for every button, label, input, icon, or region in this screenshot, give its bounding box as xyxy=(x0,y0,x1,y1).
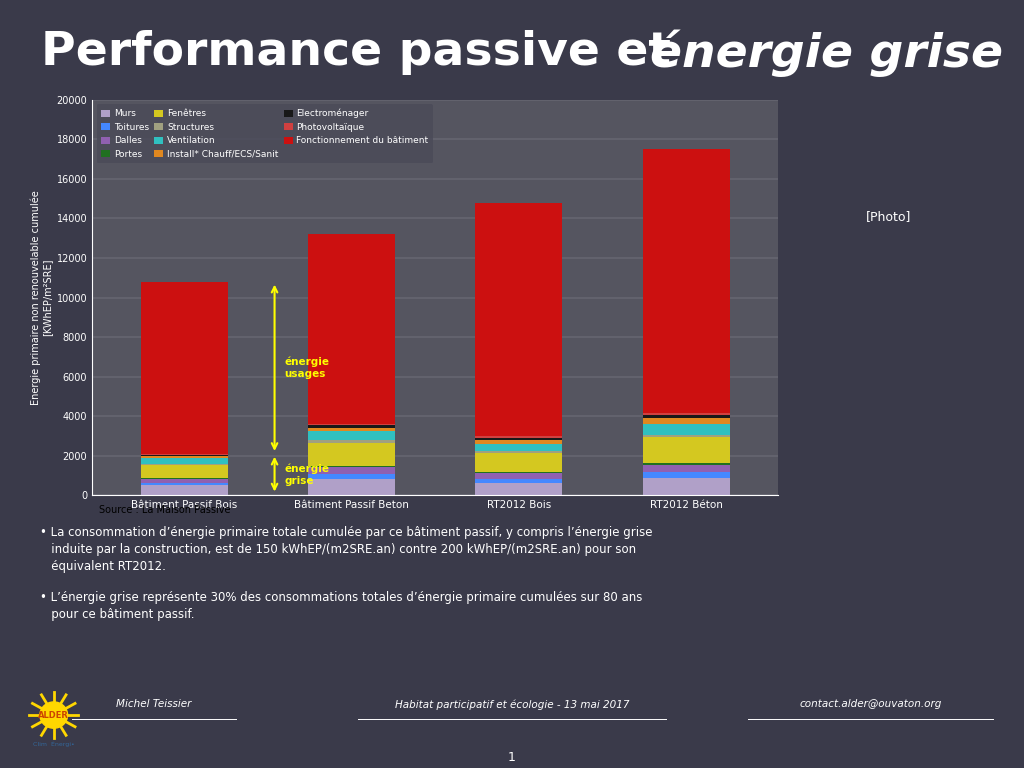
Bar xyxy=(308,474,395,478)
Bar xyxy=(475,440,562,444)
Bar xyxy=(140,456,227,458)
Circle shape xyxy=(40,702,68,728)
Bar xyxy=(643,463,730,465)
Bar xyxy=(140,482,227,485)
Text: Performance passive et: Performance passive et xyxy=(41,30,687,75)
Bar xyxy=(475,203,562,436)
Bar xyxy=(308,425,395,428)
Bar xyxy=(643,438,730,463)
Bar xyxy=(643,415,730,419)
Text: 1: 1 xyxy=(508,751,516,764)
Bar xyxy=(308,424,395,425)
Text: ALDER: ALDER xyxy=(38,710,70,720)
Bar xyxy=(643,435,730,438)
Bar xyxy=(140,465,227,478)
Bar xyxy=(643,472,730,478)
Text: contact.alder@ouvaton.org: contact.alder@ouvaton.org xyxy=(799,700,942,710)
Bar xyxy=(643,478,730,495)
Bar xyxy=(140,455,227,456)
Bar xyxy=(308,443,395,466)
Text: Source : La Maison Passive: Source : La Maison Passive xyxy=(99,505,230,515)
Bar xyxy=(140,479,227,482)
Bar xyxy=(308,431,395,440)
Bar xyxy=(475,452,562,453)
Text: • La consommation d’énergie primaire totale cumulée par ce bâtiment passif, y co: • La consommation d’énergie primaire tot… xyxy=(40,526,653,573)
Bar xyxy=(140,464,227,465)
Bar xyxy=(140,282,227,454)
Text: Clim  Énergi•: Clim Énergi• xyxy=(33,741,75,747)
Text: [Photo]: [Photo] xyxy=(865,210,911,223)
Bar xyxy=(308,478,395,495)
Bar xyxy=(643,424,730,435)
Bar xyxy=(475,472,562,473)
Legend: Murs, Toitures, Dalles, Portes, Fenêtres, Structures, Ventilation, Install* Chau: Murs, Toitures, Dalles, Portes, Fenêtres… xyxy=(96,104,433,164)
Bar xyxy=(308,428,395,431)
Bar xyxy=(475,436,562,438)
Bar xyxy=(140,458,227,464)
Bar xyxy=(140,485,227,495)
Bar xyxy=(475,478,562,482)
Text: énergie
usages: énergie usages xyxy=(285,357,330,379)
Bar xyxy=(643,419,730,424)
Bar xyxy=(643,413,730,415)
Text: Michel Teissier: Michel Teissier xyxy=(116,700,191,710)
Bar xyxy=(308,440,395,443)
Bar xyxy=(308,234,395,424)
Bar xyxy=(643,149,730,413)
Bar xyxy=(475,444,562,452)
Bar xyxy=(643,465,730,472)
Bar xyxy=(140,478,227,479)
Bar xyxy=(475,438,562,440)
Bar xyxy=(475,473,562,478)
Text: énergie
grise: énergie grise xyxy=(285,464,330,485)
Bar xyxy=(140,454,227,455)
Bar xyxy=(308,467,395,474)
Bar xyxy=(475,482,562,495)
Bar xyxy=(475,453,562,472)
Y-axis label: Energie primaire non renouvelable cumulée
[KWhEP/m²SRE]: Energie primaire non renouvelable cumulé… xyxy=(31,190,52,405)
Text: Habitat participatif et écologie - 13 mai 2017: Habitat participatif et écologie - 13 ma… xyxy=(394,699,630,710)
Bar xyxy=(308,466,395,467)
Text: énergie grise: énergie grise xyxy=(650,29,1004,77)
Text: • L’énergie grise représente 30% des consommations totales d’énergie primaire cu: • L’énergie grise représente 30% des con… xyxy=(40,591,643,621)
